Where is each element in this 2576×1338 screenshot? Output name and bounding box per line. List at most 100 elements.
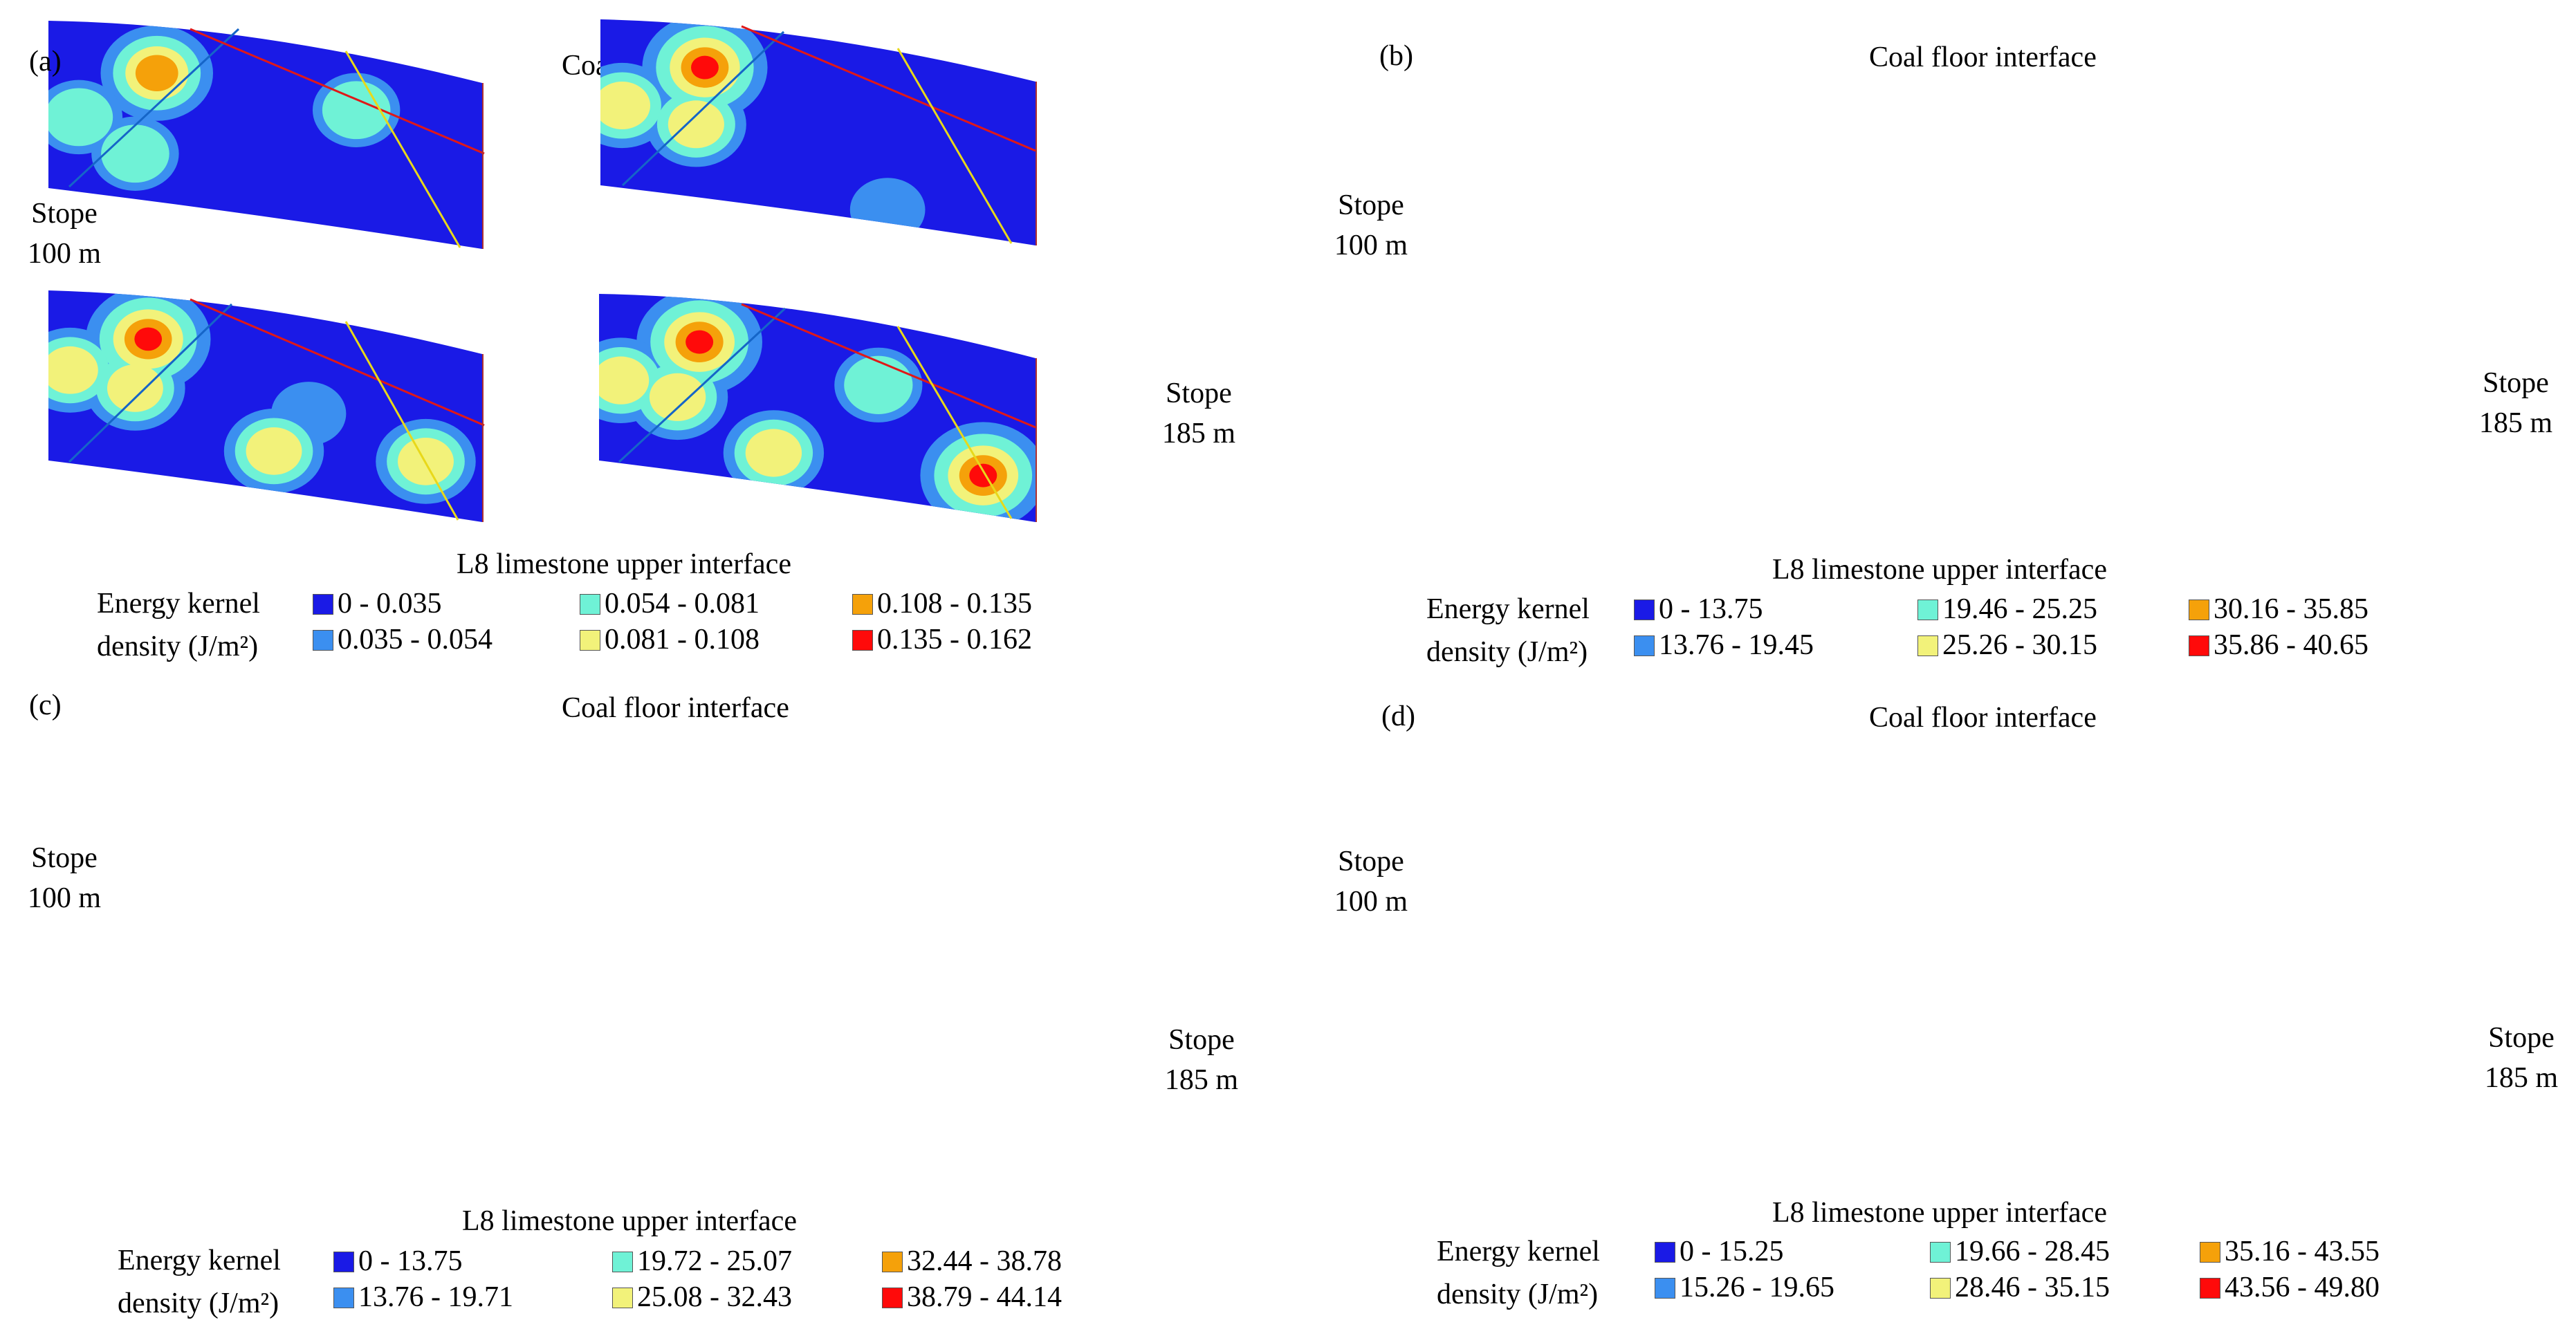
legend-item: 38.79 - 44.14 xyxy=(882,1280,1062,1314)
legend-text: 0.135 - 0.162 xyxy=(877,624,1032,656)
legend-item: 35.86 - 40.65 xyxy=(2189,628,2368,662)
legend-item: 30.16 - 35.85 xyxy=(2189,592,2368,626)
legend-item: 0 - 15.25 xyxy=(1655,1234,1784,1269)
legend-item: 19.46 - 25.25 xyxy=(1917,592,2097,626)
density-contour-level3 xyxy=(48,88,113,147)
heatmap-plot-a xyxy=(48,21,485,249)
legend-title-line1: Energy kernel xyxy=(1437,1236,1600,1267)
legend-swatch xyxy=(580,630,600,651)
legend-text: 13.76 - 19.45 xyxy=(1659,629,1814,661)
density-contour-level4 xyxy=(600,82,651,129)
legend-title-line2: density (J/m²) xyxy=(1426,636,1588,668)
stope-left-line1: Stope xyxy=(31,198,98,230)
legend-title-line2: density (J/m²) xyxy=(1437,1279,1599,1310)
density-contour-level6 xyxy=(134,327,163,351)
legend-item: 13.76 - 19.45 xyxy=(1634,628,1814,662)
stope-right-line1: Stope xyxy=(2488,1022,2555,1054)
legend-text: 19.66 - 28.45 xyxy=(1955,1236,2110,1267)
legend-text: 30.16 - 35.85 xyxy=(2214,593,2368,625)
legend-text: 13.76 - 19.71 xyxy=(358,1281,513,1313)
legend-item: 25.08 - 32.43 xyxy=(612,1280,792,1314)
legend-swatch xyxy=(2200,1278,2220,1299)
density-contour-level3 xyxy=(844,355,913,414)
density-contour-level5 xyxy=(135,55,178,91)
density-contour-level6 xyxy=(691,55,719,80)
limestone-label: L8 limestone upper interface xyxy=(1772,1197,2107,1229)
stope-right-label: Stope 185 m xyxy=(2476,1018,2566,1098)
heatmap-plot-d xyxy=(599,294,1037,522)
stope-left-label: Stope 100 m xyxy=(1326,185,1416,266)
legend-text: 35.86 - 40.65 xyxy=(2214,629,2368,661)
legend-text: 0.054 - 0.081 xyxy=(605,588,760,620)
legend-item: 13.76 - 19.71 xyxy=(333,1280,513,1314)
coal-floor-label: Coal floor interface xyxy=(562,692,789,724)
legend-swatch xyxy=(882,1288,903,1308)
density-contour-level6 xyxy=(969,463,997,487)
stope-left-label: Stope 100 m xyxy=(19,838,109,918)
legend-title-line1: Energy kernel xyxy=(1426,593,1590,625)
legend-item: 0.108 - 0.135 xyxy=(852,586,1032,621)
legend-item: 32.44 - 38.78 xyxy=(882,1244,1062,1279)
legend-swatch xyxy=(612,1252,633,1272)
legend-item: 28.46 - 35.15 xyxy=(1930,1270,2110,1305)
legend-item: 0 - 13.75 xyxy=(1634,592,1763,626)
stope-right-line2: 185 m xyxy=(1164,1064,1239,1096)
legend-text: 15.26 - 19.65 xyxy=(1680,1272,1834,1303)
legend-title-line2: density (J/m²) xyxy=(118,1288,279,1319)
legend-item: 43.56 - 49.80 xyxy=(2200,1270,2380,1305)
legend-swatch xyxy=(2200,1242,2220,1263)
legend-item: 19.72 - 25.07 xyxy=(612,1244,792,1279)
coal-floor-label: Coal floor interface xyxy=(1869,41,2097,73)
density-contour-level4 xyxy=(246,427,302,475)
stope-left-line2: 100 m xyxy=(27,238,102,270)
heatmap-plot-c xyxy=(48,290,485,522)
stope-right-line1: Stope xyxy=(1168,1024,1235,1056)
density-contour-level4 xyxy=(48,346,98,394)
legend-text: 25.26 - 30.15 xyxy=(1942,629,2097,661)
legend-text: 25.08 - 32.43 xyxy=(637,1281,792,1313)
density-contour-level3 xyxy=(322,81,391,140)
panel-b: (b) Coal floor interface Stope 100 m Sto… xyxy=(600,0,2576,669)
limestone-label: L8 limestone upper interface xyxy=(1772,554,2107,586)
stope-right-label: Stope 185 m xyxy=(2471,363,2561,443)
stope-left-line2: 100 m xyxy=(1334,230,1408,261)
stope-left-line2: 100 m xyxy=(27,882,102,914)
diagonal-line xyxy=(68,28,240,188)
legend-item: 0.054 - 0.081 xyxy=(580,586,760,621)
legend-swatch xyxy=(852,594,873,615)
heatmap-plot-b xyxy=(600,19,1037,245)
stope-left-line2: 100 m xyxy=(1334,886,1408,918)
legend-item: 0 - 13.75 xyxy=(333,1244,463,1279)
legend-item: 15.26 - 19.65 xyxy=(1655,1270,1834,1305)
panel-label: (b) xyxy=(1379,40,1413,72)
legend-swatch xyxy=(1634,600,1655,620)
stope-left-line1: Stope xyxy=(31,842,98,874)
legend-swatch xyxy=(2189,635,2209,656)
legend-item: 0.081 - 0.108 xyxy=(580,622,760,657)
legend-item: 0 - 0.035 xyxy=(313,586,442,621)
legend-text: 19.46 - 25.25 xyxy=(1942,593,2097,625)
legend-item: 0.135 - 0.162 xyxy=(852,622,1032,657)
stope-right-line1: Stope xyxy=(2483,367,2549,399)
coal-floor-line xyxy=(190,28,485,155)
legend-title-line1: Energy kernel xyxy=(97,588,260,620)
legend-text: 38.79 - 44.14 xyxy=(907,1281,1062,1313)
legend-swatch xyxy=(1634,635,1655,656)
legend-title: Energy kernel density (J/m²) xyxy=(97,582,260,668)
legend-item: 25.26 - 30.15 xyxy=(1917,628,2097,662)
panel-d: (d) Coal floor interface Stope 100 m Sto… xyxy=(599,294,2576,1337)
legend-swatch xyxy=(313,594,333,615)
legend-text: 0 - 13.75 xyxy=(1659,593,1763,625)
legend-swatch xyxy=(852,630,873,651)
stope-left-label: Stope 100 m xyxy=(19,194,109,274)
coal-floor-label: Coal floor interface xyxy=(1869,702,2097,734)
stope-right-line2: 185 m xyxy=(1161,418,1236,449)
legend-text: 43.56 - 49.80 xyxy=(2225,1272,2380,1303)
legend-text: 0 - 0.035 xyxy=(338,588,442,620)
coal-floor-line xyxy=(741,303,1036,429)
legend-swatch xyxy=(612,1288,633,1308)
legend-swatch xyxy=(333,1252,354,1272)
limestone-line xyxy=(896,326,1013,519)
legend-title: Energy kernel density (J/m²) xyxy=(1437,1230,1600,1316)
limestone-line xyxy=(344,50,461,248)
